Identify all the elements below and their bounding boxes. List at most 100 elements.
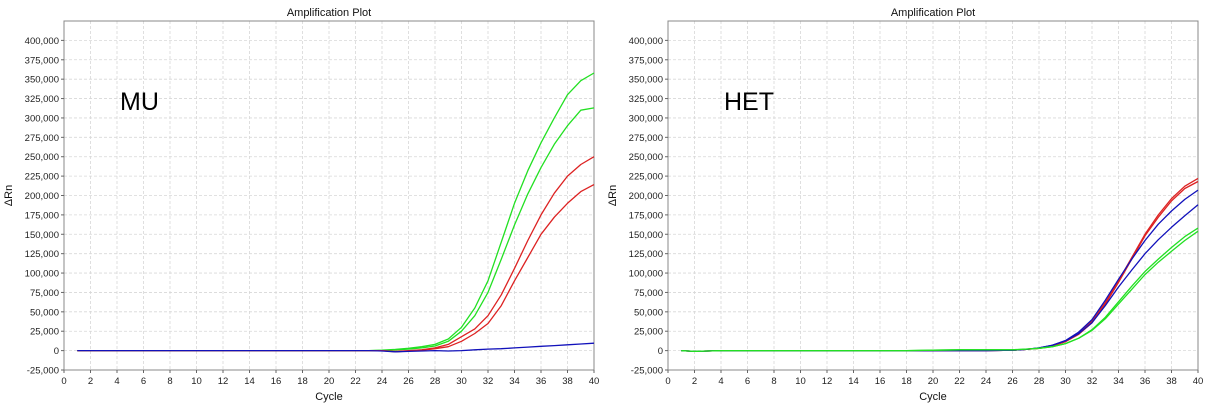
x-tick-label: 20	[324, 376, 335, 387]
x-tick-label: 28	[430, 376, 441, 387]
x-tick-label: 6	[141, 376, 146, 387]
x-tick-label: 22	[954, 376, 965, 387]
x-tick-label: 34	[509, 376, 520, 387]
panel-annotation: MU	[120, 88, 159, 116]
y-tick-label: 275,000	[629, 133, 663, 144]
x-tick-label: 34	[1113, 376, 1124, 387]
x-tick-label: 10	[795, 376, 806, 387]
gridlines	[667, 21, 1199, 371]
y-tick-label: 100,000	[629, 269, 663, 280]
x-tick-label: 0	[61, 376, 66, 387]
series-line-1	[681, 177, 1199, 353]
y-tick-label: 250,000	[25, 152, 59, 163]
x-axis-label: Cycle	[919, 391, 947, 403]
series-line-2	[681, 180, 1199, 353]
x-tick-label: 2	[88, 376, 93, 387]
y-tick-label: 225,000	[629, 172, 663, 183]
x-tick-label: 38	[562, 376, 573, 387]
series-line-4	[77, 184, 595, 353]
x-tick-label: 30	[456, 376, 467, 387]
series-line-6	[681, 230, 1199, 353]
y-tick-label: 125,000	[629, 249, 663, 260]
y-axis-label: ΔRn	[3, 185, 15, 206]
x-tick-label: 6	[745, 376, 750, 387]
x-tick-label: 14	[848, 376, 859, 387]
y-tick-label: 250,000	[629, 152, 663, 163]
y-tick-label: 325,000	[25, 94, 59, 105]
y-tick-label: 0	[658, 346, 663, 357]
chart-title: Amplification Plot	[891, 7, 975, 19]
series-group	[681, 177, 1199, 353]
y-tick-label: 25,000	[634, 327, 663, 338]
y-tick-label: 200,000	[629, 191, 663, 202]
y-tick-label: 375,000	[25, 55, 59, 66]
y-tick-label: -25,000	[27, 366, 59, 377]
x-tick-label: 40	[589, 376, 600, 387]
x-tick-label: 0	[665, 376, 670, 387]
x-tick-label: 40	[1193, 376, 1204, 387]
y-tick-label: 150,000	[629, 230, 663, 241]
y-tick-label: 0	[54, 346, 59, 357]
y-tick-label: 300,000	[25, 113, 59, 124]
x-tick-label: 8	[167, 376, 172, 387]
y-tick-label: 125,000	[25, 249, 59, 260]
x-tick-label: 36	[1140, 376, 1151, 387]
y-tick-label: 275,000	[25, 133, 59, 144]
y-tick-label: 350,000	[629, 75, 663, 86]
y-tick-label: 325,000	[629, 94, 663, 105]
y-tick-label: 300,000	[629, 113, 663, 124]
series-group	[77, 72, 595, 353]
x-axis-label: Cycle	[315, 391, 343, 403]
x-tick-label: 2	[692, 376, 697, 387]
x-tick-label: 16	[875, 376, 886, 387]
x-tick-label: 22	[350, 376, 361, 387]
x-tick-label: 20	[928, 376, 939, 387]
y-tick-label: 350,000	[25, 75, 59, 86]
x-tick-label: 4	[718, 376, 723, 387]
y-tick-label: 75,000	[634, 288, 663, 299]
y-tick-label: 100,000	[25, 269, 59, 280]
x-tick-label: 12	[218, 376, 229, 387]
y-tick-label: 225,000	[25, 172, 59, 183]
x-tick-label: 24	[377, 376, 388, 387]
x-tick-label: 12	[822, 376, 833, 387]
y-tick-label: 50,000	[634, 307, 663, 318]
y-axis-label: ΔRn	[607, 185, 619, 206]
y-tick-label: 175,000	[629, 210, 663, 221]
series-line-3	[681, 189, 1199, 353]
x-tick-label: 32	[483, 376, 494, 387]
x-tick-label: 14	[244, 376, 255, 387]
y-tick-label: 75,000	[30, 288, 59, 299]
chart-title: Amplification Plot	[287, 7, 371, 19]
x-tick-label: 18	[901, 376, 912, 387]
y-tick-label: 25,000	[30, 327, 59, 338]
gridlines	[63, 21, 595, 371]
x-tick-label: 26	[1007, 376, 1018, 387]
series-line-2	[77, 107, 595, 352]
series-line-5	[681, 227, 1199, 353]
x-tick-label: 16	[271, 376, 282, 387]
x-tick-label: 8	[771, 376, 776, 387]
x-tick-label: 10	[191, 376, 202, 387]
x-tick-label: 32	[1087, 376, 1098, 387]
x-tick-label: 24	[981, 376, 992, 387]
x-tick-label: 38	[1166, 376, 1177, 387]
panel-annotation: HET	[724, 88, 774, 116]
y-tick-label: 175,000	[25, 210, 59, 221]
series-line-5	[77, 342, 595, 353]
x-tick-label: 26	[403, 376, 414, 387]
y-tick-label: 50,000	[30, 307, 59, 318]
y-tick-label: 400,000	[629, 36, 663, 47]
y-tick-label: 400,000	[25, 36, 59, 47]
y-tick-label: 200,000	[25, 191, 59, 202]
x-tick-label: 28	[1034, 376, 1045, 387]
x-tick-label: 36	[536, 376, 547, 387]
y-tick-label: 375,000	[629, 55, 663, 66]
y-tick-label: -25,000	[631, 366, 663, 377]
y-tick-label: 150,000	[25, 230, 59, 241]
x-tick-label: 18	[297, 376, 308, 387]
x-tick-label: 4	[114, 376, 119, 387]
